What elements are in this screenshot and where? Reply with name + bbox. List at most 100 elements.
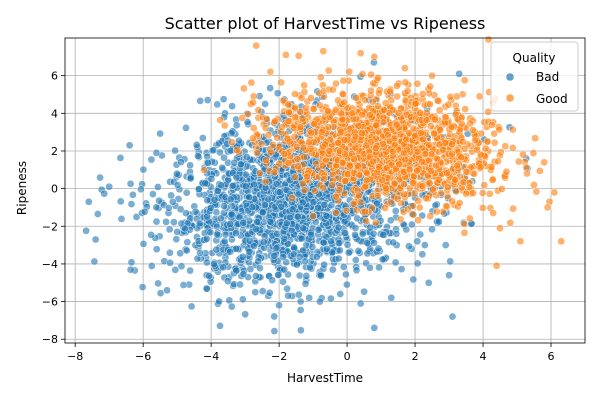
series-good-point [352, 93, 360, 102]
series-bad-point [254, 257, 262, 266]
series-good-point [413, 79, 422, 88]
series-good-point [416, 129, 425, 138]
series-good-point [293, 143, 301, 151]
series-bad-point [428, 225, 436, 234]
series-bad-point [203, 284, 211, 293]
series-bad-point [196, 97, 205, 105]
series-good-point [337, 109, 345, 118]
series-bad-point [187, 302, 196, 311]
series-good-point [267, 148, 275, 157]
series-good-point [509, 204, 517, 213]
series-good-point [310, 120, 319, 128]
series-good-point [400, 190, 409, 199]
series-bad-point [218, 163, 227, 172]
series-good-point [370, 52, 379, 61]
series-bad-point [182, 209, 190, 217]
series-good-point [550, 188, 559, 197]
series-good-point [374, 127, 383, 136]
series-good-point [350, 155, 358, 163]
series-good-point [425, 179, 434, 187]
series-bad-point [250, 242, 258, 250]
series-bad-point [280, 234, 289, 243]
series-bad-point [305, 294, 314, 302]
series-good-point [249, 124, 258, 132]
series-bad-point [424, 278, 433, 287]
series-bad-point [334, 254, 343, 263]
series-good-point [490, 129, 499, 138]
series-bad-point [386, 216, 395, 225]
series-bad-point [275, 188, 284, 197]
series-bad-point [219, 263, 228, 272]
series-good-point [396, 215, 405, 224]
series-good-point [307, 94, 315, 102]
series-bad-point [229, 181, 237, 190]
series-bad-point [236, 280, 244, 289]
series-good-point [488, 121, 496, 129]
series-good-point [393, 120, 401, 129]
series-bad-point [309, 198, 318, 206]
series-bad-point [166, 258, 174, 267]
series-bad-point [105, 182, 114, 191]
series-good-point [367, 86, 375, 95]
series-good-point [298, 179, 307, 188]
series-bad-point [166, 248, 174, 257]
series-bad-point [272, 180, 281, 188]
series-bad-point [224, 277, 232, 285]
series-good-point [338, 159, 347, 167]
series-good-point [487, 163, 496, 171]
series-good-point [284, 108, 293, 117]
series-good-point [351, 132, 360, 141]
series-good-point [374, 102, 382, 110]
series-bad-point [177, 158, 185, 166]
series-bad-point [435, 217, 443, 226]
series-good-point [451, 175, 460, 184]
series-good-point [495, 125, 504, 134]
series-bad-point [416, 230, 425, 239]
series-good-point [462, 189, 471, 198]
series-bad-point [127, 200, 136, 208]
series-bad-point [354, 247, 363, 255]
series-bad-point [117, 215, 126, 223]
series-good-point [324, 107, 332, 115]
y-tick-label: −8 [42, 333, 58, 346]
series-good-point [319, 87, 328, 96]
series-bad-point [296, 306, 305, 314]
series-bad-point [272, 244, 281, 253]
series-bad-point [212, 245, 221, 254]
series-good-point [300, 186, 309, 195]
series-bad-point [195, 219, 204, 228]
series-bad-point [389, 238, 398, 247]
series-bad-point [230, 158, 239, 167]
series-bad-point [270, 251, 279, 260]
series-good-point [411, 99, 420, 108]
series-good-point [557, 237, 566, 246]
series-good-point [275, 159, 284, 168]
series-bad-point [418, 250, 427, 259]
series-bad-point [232, 121, 241, 130]
series-bad-point [336, 246, 344, 255]
series-bad-point [210, 195, 219, 204]
series-bad-point [299, 246, 307, 255]
series-bad-point [84, 197, 93, 206]
series-good-point [413, 147, 422, 156]
y-tick-label: 2 [51, 145, 58, 158]
series-good-point [355, 191, 363, 200]
series-bad-point [265, 288, 274, 297]
series-good-point [351, 143, 360, 152]
series-bad-point [312, 253, 321, 261]
series-good-point [536, 167, 544, 175]
series-bad-point [177, 262, 186, 271]
series-good-point [452, 92, 461, 101]
series-good-point [282, 51, 290, 59]
series-bad-point [441, 241, 450, 249]
series-bad-point [366, 223, 375, 232]
series-good-point [300, 88, 309, 96]
series-bad-point [226, 195, 235, 204]
legend-label-bad: Bad [536, 70, 559, 84]
series-bad-point [170, 218, 178, 227]
x-tick-label: 2 [412, 350, 419, 363]
series-good-point [428, 71, 436, 80]
series-bad-point [176, 249, 185, 258]
series-good-point [270, 168, 279, 177]
series-good-point [508, 125, 517, 134]
